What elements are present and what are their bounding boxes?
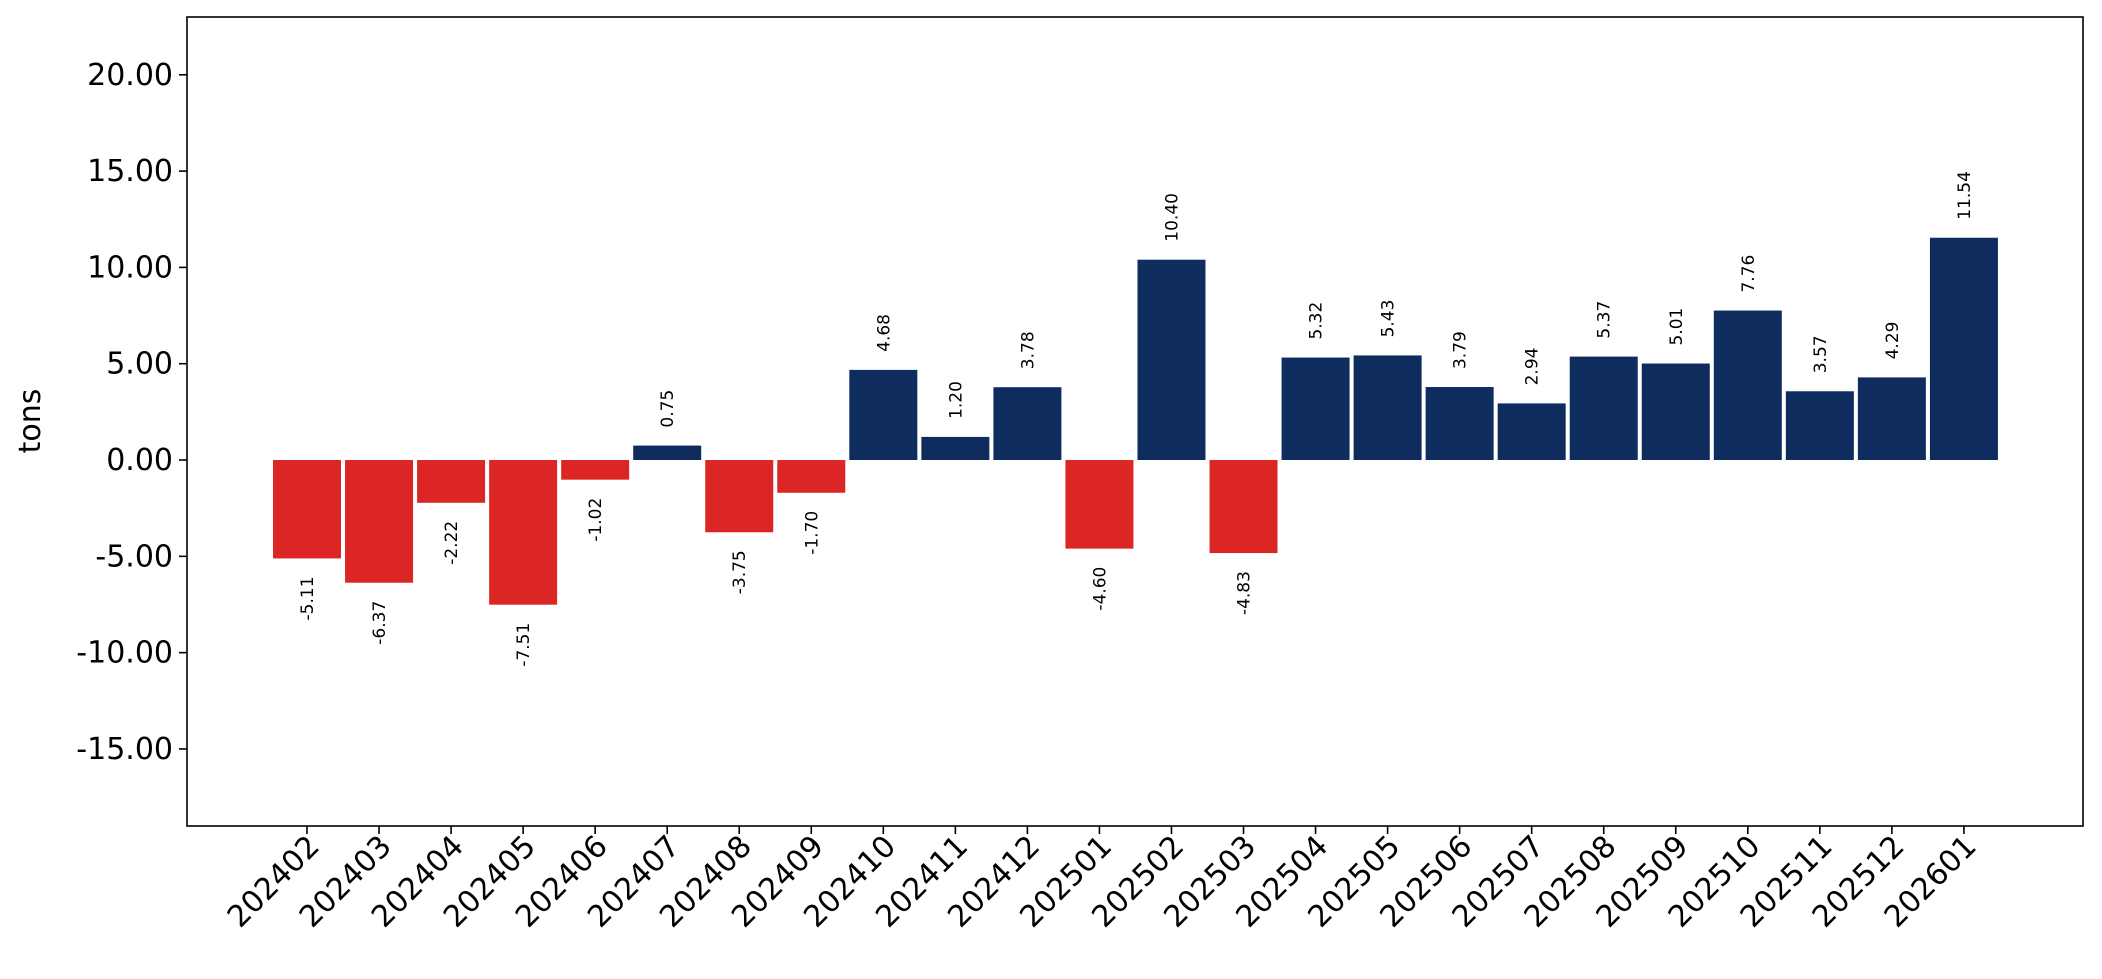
bar bbox=[1137, 259, 1206, 461]
bar-value-label: -5.11 bbox=[298, 576, 318, 620]
bar-value-label: 11.54 bbox=[1955, 171, 1975, 220]
bar bbox=[993, 387, 1062, 461]
bar-value-label: 5.01 bbox=[1667, 308, 1687, 346]
bar bbox=[1569, 356, 1638, 461]
y-tick-label: 5.00 bbox=[106, 347, 173, 382]
y-axis-label: tons bbox=[13, 389, 48, 454]
y-axis-ticks: 20.00 15.00 10.00 5.00 0.00 -5.00 -10.00 -15.00 bbox=[76, 58, 187, 767]
bar bbox=[273, 460, 341, 559]
bar bbox=[1857, 377, 1926, 461]
bar bbox=[633, 445, 702, 461]
bar bbox=[1497, 403, 1566, 461]
bar-value-label: 4.29 bbox=[1883, 322, 1903, 360]
bar-value-labels: -5.11 -6.37 -2.22 -7.51 -1.02 0.75 -3.75 -1.70 4… bbox=[298, 171, 1975, 667]
bar bbox=[1929, 237, 1998, 461]
y-tick-label: 0.00 bbox=[106, 443, 173, 478]
bar-value-label: -2.22 bbox=[442, 521, 462, 565]
bar-value-label: -4.83 bbox=[1235, 571, 1255, 615]
bar bbox=[345, 460, 414, 583]
bar-value-label: 5.32 bbox=[1307, 302, 1327, 340]
y-tick-label: 10.00 bbox=[87, 250, 173, 285]
bar-value-label: 5.37 bbox=[1595, 301, 1615, 339]
bar bbox=[1785, 391, 1854, 461]
bar-value-label: 3.79 bbox=[1451, 331, 1471, 369]
bar bbox=[417, 460, 486, 503]
bar-value-label: -4.60 bbox=[1090, 567, 1110, 611]
bar-value-label: 3.57 bbox=[1811, 335, 1831, 373]
bar bbox=[1425, 387, 1494, 461]
bar bbox=[1641, 363, 1710, 461]
y-tick-label: -5.00 bbox=[95, 539, 173, 574]
bar-value-label: -1.02 bbox=[586, 498, 606, 542]
x-axis-ticks: 2024022024032024042024052024062024072024… bbox=[221, 826, 1984, 935]
bar-value-label: 0.75 bbox=[658, 390, 678, 428]
bar bbox=[1281, 357, 1350, 461]
bar bbox=[921, 436, 990, 461]
plot-frame bbox=[186, 16, 2084, 827]
bar-value-label: -1.70 bbox=[802, 511, 822, 555]
bar-value-label: 2.94 bbox=[1523, 348, 1543, 386]
bar bbox=[1353, 355, 1422, 461]
y-tick-label: -10.00 bbox=[76, 636, 173, 671]
bar-value-label: 3.78 bbox=[1018, 331, 1038, 369]
bar bbox=[1209, 460, 1278, 554]
bar-value-label: 10.40 bbox=[1162, 193, 1182, 242]
bar bbox=[1713, 310, 1782, 461]
y-tick-label: -15.00 bbox=[76, 732, 173, 767]
bar bbox=[489, 460, 558, 605]
bar bbox=[1065, 460, 1134, 549]
bar-value-label: -7.51 bbox=[514, 623, 534, 667]
bar-value-label: 7.76 bbox=[1739, 255, 1759, 293]
bar-value-label: 1.20 bbox=[946, 381, 966, 419]
bar bbox=[705, 460, 774, 533]
bars-group bbox=[273, 237, 1998, 605]
bar-value-label: -6.37 bbox=[370, 601, 390, 645]
bar-value-label: 5.43 bbox=[1379, 300, 1399, 338]
y-tick-label: 20.00 bbox=[87, 58, 173, 93]
bar bbox=[777, 460, 846, 493]
bar bbox=[561, 460, 630, 480]
bar-value-label: -3.75 bbox=[730, 550, 750, 594]
bar bbox=[849, 369, 918, 461]
bar-value-label: 4.68 bbox=[874, 314, 894, 352]
y-tick-label: 15.00 bbox=[87, 154, 173, 189]
